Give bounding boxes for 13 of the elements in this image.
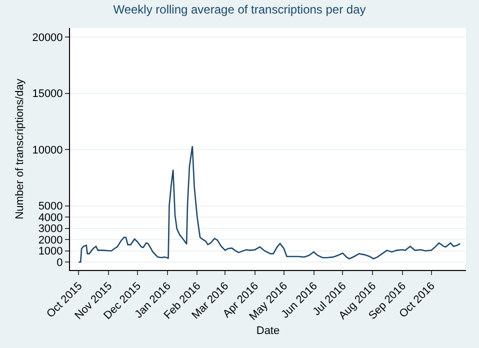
y-tick-label: 0 xyxy=(56,256,63,269)
y-tick-label: 2000 xyxy=(38,234,63,246)
chart-title: Weekly rolling average of transcriptions per day xyxy=(113,2,366,17)
y-tick-label: 3000 xyxy=(38,223,63,236)
y-axis-title: Number of transcriptions/day xyxy=(14,78,26,220)
x-axis-title: Date xyxy=(256,325,280,338)
y-tick-label: 10000 xyxy=(32,144,63,156)
y-tick-label: 15000 xyxy=(32,88,63,100)
y-tick-label: 1000 xyxy=(38,246,63,258)
y-tick-label: 5000 xyxy=(38,200,63,213)
line-series xyxy=(78,146,461,263)
y-tick-label: 4000 xyxy=(38,212,63,224)
y-tick-label: 20000 xyxy=(32,32,63,44)
